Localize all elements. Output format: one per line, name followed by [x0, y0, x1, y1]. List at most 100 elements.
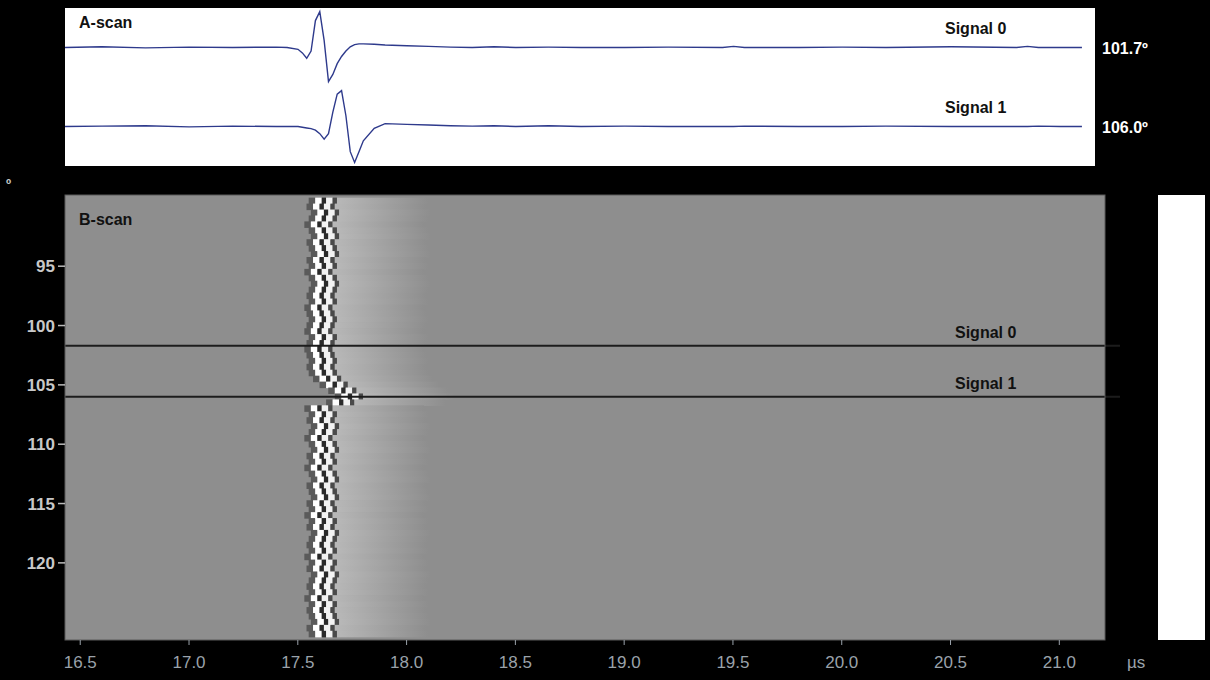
echo-band [317, 447, 324, 454]
echo-band [309, 263, 316, 270]
side-box [1158, 195, 1205, 640]
echo-band [322, 198, 326, 205]
echo-row [309, 316, 429, 323]
x-tick-label: 17.5 [281, 653, 314, 672]
echo-band [333, 577, 337, 584]
echo-band [322, 589, 326, 596]
echo-row [328, 388, 448, 395]
echo-band [322, 275, 326, 282]
echo-row [304, 512, 424, 519]
echo-band [311, 281, 318, 288]
echo-band [333, 518, 337, 525]
echo-band [324, 423, 328, 430]
echo-band [307, 583, 314, 590]
echo-band [322, 370, 326, 377]
echo-band [335, 571, 339, 578]
echo-band [315, 227, 322, 234]
echo-band [309, 488, 316, 495]
x-tick [297, 640, 298, 645]
echo-band [324, 293, 331, 300]
echo-band [333, 334, 337, 341]
echo-row [309, 577, 429, 584]
echo-band [337, 215, 428, 222]
echo-band [326, 358, 333, 365]
echo-band [339, 281, 430, 288]
echo-band [322, 328, 329, 335]
echo-band [324, 251, 328, 258]
echo-band [320, 542, 324, 549]
echo-band [330, 352, 334, 359]
echo-band [343, 382, 347, 389]
echo-band [337, 370, 428, 377]
echo-band [315, 601, 322, 608]
echo-band [320, 453, 324, 460]
echo-band [337, 334, 428, 341]
echo-band [309, 471, 316, 478]
echo-band [333, 370, 337, 377]
echo-band [322, 221, 329, 228]
echo-band [326, 382, 333, 389]
echo-band [313, 500, 320, 507]
echo-band [307, 257, 314, 264]
echo-row [311, 233, 431, 240]
cursor-label: Signal 1 [955, 375, 1016, 392]
echo-band [328, 530, 335, 537]
echo-band [315, 589, 322, 596]
echo-band [322, 506, 326, 513]
echo-band [315, 488, 322, 495]
echo-band [315, 631, 322, 638]
echo-row [309, 245, 429, 252]
echo-band [304, 435, 311, 442]
echo-band [307, 524, 314, 531]
x-tick-label: 19.0 [608, 653, 641, 672]
echo-band [322, 269, 329, 276]
echo-band [309, 518, 316, 525]
echo-band [335, 257, 426, 264]
y-tick-label: 95 [36, 257, 55, 276]
echo-row [311, 477, 431, 484]
echo-band [335, 625, 426, 632]
echo-band [328, 595, 332, 602]
echo-band [307, 417, 314, 424]
echo-band [309, 198, 316, 205]
echo-band [333, 488, 337, 495]
echo-band [326, 488, 333, 495]
echo-band [330, 239, 334, 246]
echo-row [311, 281, 431, 288]
echo-band [324, 310, 331, 317]
echo-band [326, 441, 333, 448]
echo-band [315, 441, 322, 448]
echo-band [333, 512, 424, 519]
echo-band [320, 524, 324, 531]
y-tick [58, 562, 65, 564]
echo-band [330, 204, 334, 211]
echo-band [322, 465, 329, 472]
x-tick [841, 640, 842, 645]
echo-band [309, 441, 316, 448]
echo-band [315, 459, 322, 466]
echo-band [315, 548, 322, 555]
echo-band [309, 459, 316, 466]
echo-row [311, 530, 431, 537]
echo-band [326, 263, 333, 270]
echo-band [320, 364, 324, 371]
echo-band [337, 245, 428, 252]
echo-band [315, 518, 322, 525]
echo-band [311, 346, 318, 353]
echo-band [324, 233, 328, 240]
echo-band [304, 465, 311, 472]
echo-row [309, 429, 429, 436]
echo-band [322, 631, 326, 638]
echo-row [311, 571, 431, 578]
echo-band [330, 583, 334, 590]
angle-label: 106.0º [1102, 119, 1148, 136]
echo-band [335, 530, 339, 537]
echo-band [315, 577, 322, 584]
echo-band [322, 548, 326, 555]
echo-row [309, 601, 429, 608]
echo-band [335, 388, 342, 395]
echo-band [326, 506, 333, 513]
echo-band [311, 512, 318, 519]
echo-band [320, 376, 327, 383]
echo-band [330, 542, 334, 549]
